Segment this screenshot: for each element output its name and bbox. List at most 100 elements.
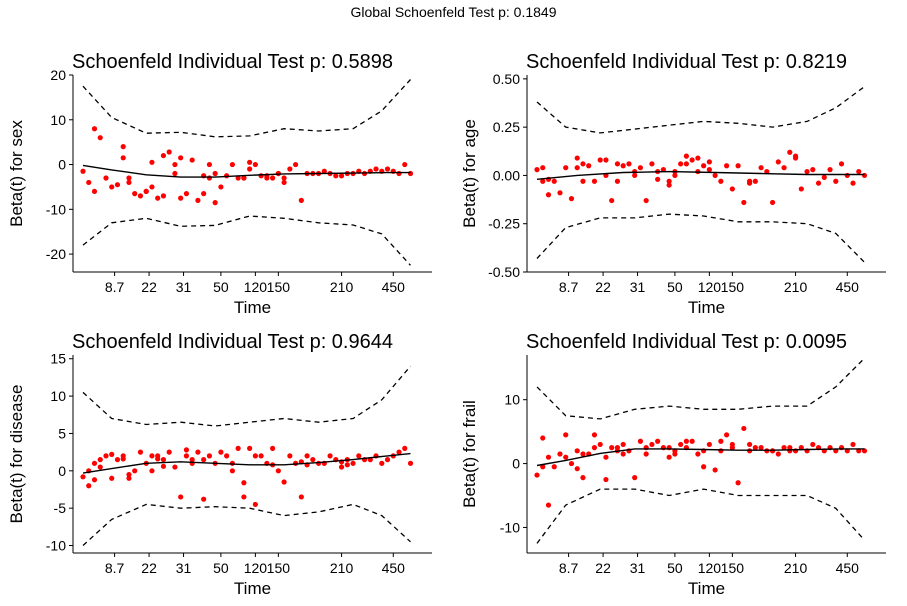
residual-point bbox=[212, 200, 218, 206]
residual-point bbox=[741, 425, 747, 432]
residual-point bbox=[97, 457, 103, 463]
residual-point bbox=[540, 464, 546, 470]
residual-point bbox=[695, 451, 701, 457]
y-tick-label: -10 bbox=[500, 519, 520, 535]
x-tick-label: 450 bbox=[836, 279, 860, 295]
residual-point bbox=[338, 464, 345, 470]
residual-point bbox=[540, 165, 546, 171]
x-tick-label: 150 bbox=[267, 279, 291, 295]
x-tick-label: 50 bbox=[213, 560, 229, 576]
residual-point bbox=[591, 178, 598, 184]
residual-point bbox=[603, 454, 609, 460]
y-tick-label: 10 bbox=[50, 388, 66, 404]
residual-point bbox=[120, 144, 126, 150]
residual-point bbox=[91, 126, 98, 132]
residual-point bbox=[792, 153, 799, 159]
residual-point bbox=[327, 453, 333, 459]
residual-point bbox=[838, 161, 845, 167]
residual-point bbox=[810, 167, 816, 173]
residual-point bbox=[689, 157, 695, 163]
residual-point bbox=[396, 170, 402, 177]
residual-point bbox=[729, 186, 735, 192]
residual-point bbox=[672, 451, 678, 457]
residual-point bbox=[821, 174, 827, 180]
residual-point bbox=[275, 468, 281, 474]
residual-point bbox=[178, 155, 184, 161]
residual-point bbox=[218, 184, 224, 190]
x-tick-label: 150 bbox=[267, 560, 291, 576]
residual-point bbox=[735, 480, 741, 486]
residual-point bbox=[718, 178, 724, 184]
residual-point bbox=[379, 460, 385, 466]
x-tick-label: 31 bbox=[176, 560, 192, 576]
residual-point bbox=[109, 451, 115, 457]
residual-point bbox=[338, 173, 345, 179]
x-tick-label: 450 bbox=[382, 279, 406, 295]
residual-point bbox=[97, 464, 103, 470]
residual-point bbox=[712, 467, 718, 473]
residual-point bbox=[758, 165, 764, 171]
residual-point bbox=[344, 462, 350, 468]
residual-point bbox=[718, 448, 724, 454]
residual-point bbox=[718, 438, 724, 444]
residual-point bbox=[132, 191, 138, 197]
residual-point bbox=[287, 453, 293, 459]
residual-point bbox=[827, 167, 833, 173]
residual-point bbox=[396, 449, 402, 455]
x-tick-label: 22 bbox=[141, 279, 157, 295]
residual-point bbox=[247, 159, 253, 165]
residual-point bbox=[333, 173, 339, 179]
x-tick-label: 31 bbox=[630, 279, 646, 295]
residual-point bbox=[149, 468, 155, 474]
residual-point bbox=[247, 445, 253, 451]
residual-point bbox=[752, 178, 758, 184]
residual-point bbox=[109, 475, 115, 481]
residual-point bbox=[695, 155, 701, 161]
residual-point bbox=[781, 445, 787, 451]
residual-point bbox=[160, 193, 167, 199]
x-tick-label: 8.7 bbox=[105, 279, 125, 295]
upper-band-line bbox=[536, 357, 865, 420]
residual-point bbox=[356, 453, 362, 459]
residual-point bbox=[126, 179, 132, 186]
residual-point bbox=[201, 496, 207, 502]
residual-point bbox=[557, 451, 563, 457]
residual-point bbox=[649, 161, 655, 167]
residual-point bbox=[178, 494, 184, 500]
residual-point bbox=[206, 453, 213, 459]
residual-point bbox=[540, 178, 546, 184]
residual-point bbox=[183, 447, 190, 453]
residual-point bbox=[80, 474, 86, 480]
residual-point bbox=[91, 460, 98, 466]
residual-point bbox=[672, 172, 678, 179]
residual-point bbox=[563, 454, 569, 460]
y-tick-label: 0 bbox=[512, 456, 520, 472]
residual-point bbox=[614, 178, 621, 184]
residual-point bbox=[683, 161, 689, 167]
residual-point bbox=[166, 149, 172, 155]
residual-point bbox=[281, 179, 287, 186]
residual-point bbox=[632, 475, 638, 481]
residual-point bbox=[137, 193, 144, 199]
residual-point bbox=[229, 468, 235, 474]
residual-point bbox=[660, 167, 667, 173]
residual-point bbox=[270, 445, 276, 451]
residual-point bbox=[252, 161, 258, 168]
x-tick-label: 31 bbox=[176, 279, 192, 295]
residual-point bbox=[689, 438, 695, 444]
smooth-line bbox=[82, 452, 411, 474]
residual-point bbox=[568, 196, 575, 202]
residual-point bbox=[574, 466, 580, 472]
residual-point bbox=[80, 168, 86, 174]
residual-point bbox=[735, 163, 741, 169]
residual-point bbox=[580, 451, 586, 457]
residual-point bbox=[189, 457, 195, 463]
residual-point bbox=[666, 178, 672, 184]
residual-point bbox=[86, 483, 92, 489]
lower-band-line bbox=[82, 215, 411, 266]
residual-point bbox=[545, 192, 552, 198]
residual-point bbox=[551, 464, 557, 470]
residual-point bbox=[844, 172, 850, 179]
y-tick-label: 0 bbox=[58, 463, 66, 479]
residual-point bbox=[143, 188, 149, 195]
